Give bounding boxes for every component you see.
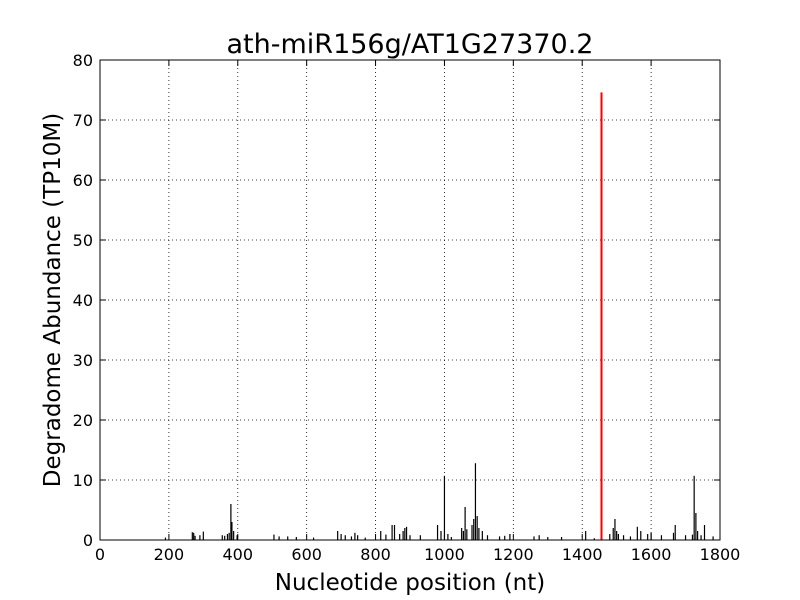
chart-title: ath-miR156g/AT1G27370.2	[227, 29, 594, 60]
x-tick-label: 1400	[562, 545, 603, 564]
y-axis-label: Degradome Abundance (TP10M)	[40, 113, 66, 487]
y-tick-label: 50	[73, 231, 93, 250]
y-tick-label: 80	[73, 51, 93, 70]
x-tick-label: 1200	[493, 545, 534, 564]
x-tick-label: 200	[154, 545, 185, 564]
y-tick-label: 20	[73, 411, 93, 430]
x-tick-label: 1800	[700, 545, 741, 564]
y-tick-label: 0	[83, 531, 93, 550]
grid-layer	[100, 60, 720, 540]
x-tick-label: 0	[95, 545, 105, 564]
x-tick-label: 400	[223, 545, 254, 564]
x-tick-label: 1600	[631, 545, 672, 564]
y-tick-label: 60	[73, 171, 93, 190]
tick-layer: 0 200 400 600 800 1000 1200 1400 1600 1800 0 10 20 30…	[73, 51, 741, 564]
x-axis-label: Nucleotide position (nt)	[275, 570, 545, 596]
bar-layer	[164, 92, 714, 540]
y-tick-label: 70	[73, 111, 93, 130]
y-tick-label: 30	[73, 351, 93, 370]
y-tick-label: 10	[73, 471, 93, 490]
y-tick-label: 40	[73, 291, 93, 310]
x-tick-label: 600	[291, 545, 322, 564]
x-tick-label: 1000	[424, 545, 465, 564]
x-tick-label: 800	[360, 545, 391, 564]
